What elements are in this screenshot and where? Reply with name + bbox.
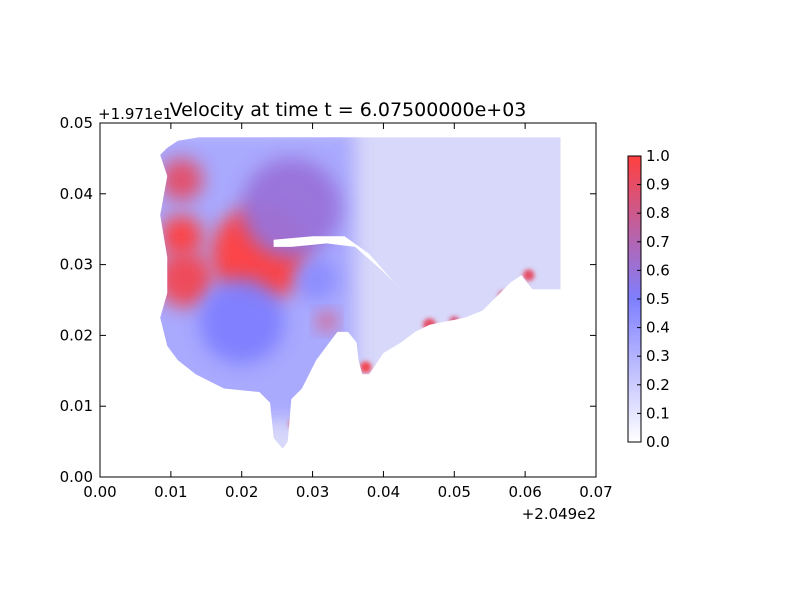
- colorbar-tick-label: 0.3: [646, 347, 670, 365]
- y-tick-label: 0.02: [60, 326, 93, 344]
- y-axis: 0.00 0.01 0.02 0.03 0.04 0.05: [60, 114, 596, 486]
- x-tick-label: 0.03: [296, 483, 329, 501]
- y-tick-label: 0.05: [60, 114, 93, 132]
- x-tick-label: 0.00: [83, 483, 116, 501]
- x-tick-label: 0.04: [367, 483, 400, 501]
- colorbar-tick-label: 1.0: [646, 147, 670, 165]
- y-tick-label: 0.04: [60, 185, 93, 203]
- velocity-feature: [160, 250, 214, 308]
- y-offset-label: +1.971e1: [98, 105, 172, 123]
- colorbar-tick-label: 0.8: [646, 204, 670, 222]
- plot-frame: [99, 122, 597, 478]
- x-tick-label: 0.07: [579, 483, 612, 501]
- velocity-feature: [360, 361, 372, 373]
- colorbar-tick-label: 0.5: [646, 290, 670, 308]
- y-tick-label: 0.01: [60, 397, 93, 415]
- velocity-feature: [241, 158, 341, 258]
- x-tick-label: 0.02: [225, 483, 258, 501]
- colorbar-tick-label: 0.9: [646, 176, 670, 194]
- y-tick-label: 0.03: [60, 256, 93, 274]
- dry-channel: [273, 236, 423, 311]
- colorbar-tick-label: 0.7: [646, 233, 670, 251]
- chart-title: Velocity at time t = 6.07500000e+03: [170, 99, 527, 121]
- x-offset-label: +2.049e2: [522, 505, 596, 523]
- colorbar-tick-label: 0.4: [646, 319, 670, 337]
- velocity-feature: [294, 257, 338, 301]
- x-tick-label: 0.06: [508, 483, 541, 501]
- velocity-feature: [522, 269, 535, 281]
- velocity-feature: [160, 214, 203, 258]
- colorbar-ticks: 0.0 0.1 0.2 0.3 0.4 0.5 0.6 0.7 0.8 0.9 1.0: [637, 147, 670, 451]
- velocity-feature: [199, 278, 285, 364]
- y-tick-label: 0.00: [60, 468, 93, 486]
- x-axis: 0.00 0.01 0.02 0.03 0.04 0.05 0.06 0.07: [83, 123, 613, 501]
- x-tick-label: 0.05: [438, 483, 471, 501]
- colorbar-tick-label: 0.6: [646, 261, 670, 279]
- x-tick-label: 0.01: [154, 483, 187, 501]
- velocity-feature: [160, 158, 203, 201]
- colorbar-tick-label: 0.2: [646, 376, 670, 394]
- colorbar-tick-label: 0.0: [646, 433, 670, 451]
- colorbar-tick-label: 0.1: [646, 404, 670, 422]
- velocity-feature: [318, 312, 336, 330]
